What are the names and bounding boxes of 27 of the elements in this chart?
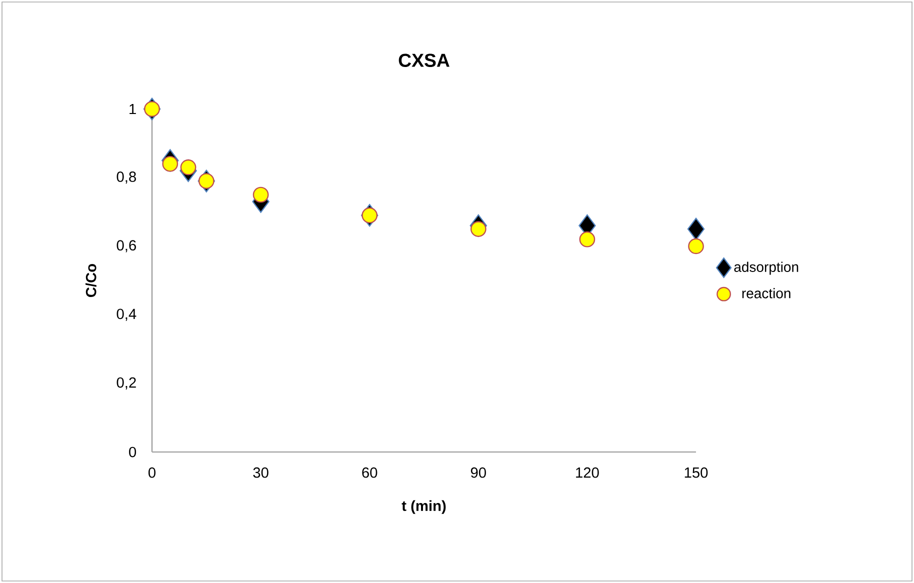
x-axis-title: t (min) (402, 500, 446, 514)
y-tick-label: 0,8 (116, 172, 136, 184)
legend-label: adsorption (734, 262, 798, 275)
x-tick-label: 30 (253, 467, 268, 478)
point (688, 238, 704, 254)
legend-label: reaction (742, 288, 790, 298)
y-tick-label: 0,4 (116, 308, 136, 321)
y-tick-label: 0 (129, 446, 136, 458)
x-tick-label: 60 (362, 467, 378, 478)
point (162, 156, 178, 172)
point (470, 221, 486, 237)
x-tick-label: 90 (470, 467, 486, 478)
point (144, 101, 160, 117)
point (180, 159, 196, 176)
y-tick-label: 0,2 (116, 377, 136, 390)
y-tick-label: 1 (130, 104, 136, 114)
y-axis-title: C/Co (86, 264, 96, 298)
point (252, 186, 269, 203)
point (687, 218, 705, 240)
y-tick-label: 0,6 (116, 240, 136, 252)
point (579, 231, 596, 248)
x-tick-label: 120 (576, 467, 599, 478)
point (362, 207, 378, 224)
x-tick-label: 0 (148, 467, 156, 478)
x-tick-label: 150 (684, 467, 708, 478)
chart-title: CXSA (398, 54, 450, 67)
point (198, 173, 214, 189)
